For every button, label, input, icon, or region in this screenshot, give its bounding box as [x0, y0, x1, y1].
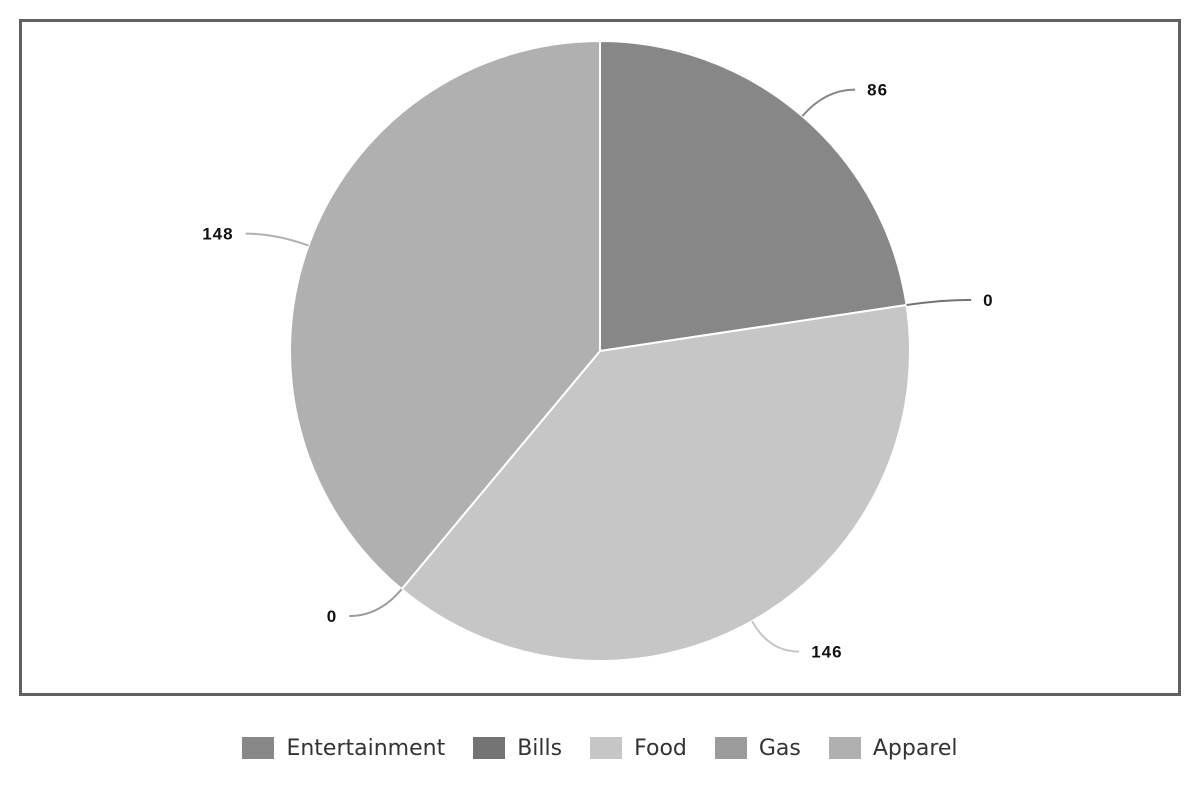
leader-lines [245, 88, 972, 653]
data-label-apparel: 148 [202, 225, 233, 244]
data-label-food: 146 [811, 643, 842, 662]
slice-food[interactable] [400, 303, 911, 662]
leader-line-gas [349, 588, 403, 618]
data-label-gas: 0 [327, 607, 337, 626]
legend-item-food[interactable]: Food [590, 736, 687, 761]
legend-swatch-gas [714, 737, 747, 759]
legend-item-apparel[interactable]: Apparel [828, 735, 958, 761]
leader-line-entertainment [801, 88, 856, 117]
legend-label-entertainment: Entertainment [286, 735, 446, 761]
legend-label-apparel: Apparel [872, 735, 958, 761]
legend-item-bills[interactable]: Bills [473, 736, 562, 761]
data-label-entertainment: 86 [867, 81, 888, 100]
legend-item-entertainment[interactable]: Entertainment [242, 736, 445, 761]
legend-label-gas: Gas [758, 735, 801, 761]
legend-swatch-apparel [828, 737, 861, 759]
leader-line-apparel [245, 232, 309, 247]
legend-label-bills: Bills [517, 735, 563, 761]
legend-item-gas[interactable]: Gas [714, 735, 801, 761]
leader-line-food [751, 620, 800, 653]
legend-swatch-food [590, 737, 623, 759]
legend-swatch-bills [473, 737, 506, 759]
slice-entertainment[interactable] [599, 39, 908, 353]
legend-swatch-entertainment [242, 737, 275, 759]
data-labels: 86 0 146 0 148 [202, 81, 993, 662]
legend-label-food: Food [634, 735, 687, 761]
pie-slices [289, 39, 911, 662]
legend: Entertainment Bills Food Gas Apparel [0, 730, 1200, 766]
slice-apparel[interactable] [289, 39, 601, 591]
leader-line-bills [906, 298, 972, 307]
data-label-bills: 0 [983, 291, 993, 310]
